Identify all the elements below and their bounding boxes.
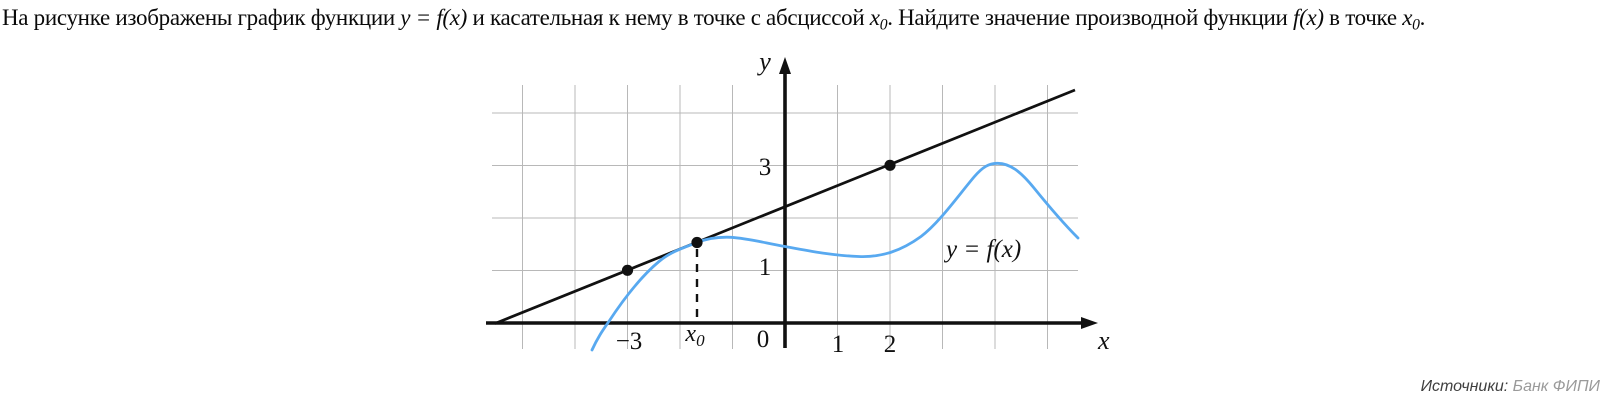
point-2-3 xyxy=(884,159,896,171)
source-attribution: Источники: Банк ФИПИ xyxy=(1421,378,1600,396)
x-tick-1: 1 xyxy=(832,331,845,358)
title-text-5: . xyxy=(1419,5,1426,30)
title-text-3: . Найдите значение производной функции xyxy=(887,5,1294,30)
function-curve xyxy=(590,161,1080,352)
x0-tick-label: x0 xyxy=(684,321,705,350)
source-link[interactable]: Банк ФИПИ xyxy=(1512,378,1600,395)
origin-label: 0 xyxy=(757,326,770,353)
tangent-point xyxy=(691,236,703,249)
title-text-4: в точке xyxy=(1323,5,1403,30)
y-axis-label: y xyxy=(756,47,771,76)
title-math-x0-x: x xyxy=(869,5,880,30)
function-graph-svg: y x 0 1 2 −3 3 1 x0 y = f(x) xyxy=(486,47,1110,358)
x-tick-2: 2 xyxy=(884,331,897,358)
x-tick-minus3: −3 xyxy=(616,328,643,355)
function-graph-figure: y x 0 1 2 −3 3 1 x0 y = f(x) xyxy=(455,45,1125,360)
y-tick-1: 1 xyxy=(759,254,772,281)
curve-label: y = f(x) xyxy=(943,236,1021,263)
point-minus3-1 xyxy=(621,264,634,276)
title-math-x0b-sub: 0 xyxy=(1412,16,1420,34)
x-axis-label: x xyxy=(1097,326,1110,355)
title-math-x0-sub: 0 xyxy=(879,16,888,34)
y-tick-3: 3 xyxy=(759,154,772,181)
tangent-line xyxy=(494,88,1076,325)
axes xyxy=(486,70,1087,348)
source-prefix: Источники: xyxy=(1420,378,1513,395)
y-axis-arrow-icon xyxy=(779,57,791,74)
title-math-fx: f(x) xyxy=(1293,5,1324,30)
x-axis-arrow-icon xyxy=(1081,317,1098,329)
title-text-2: и касательная к нему в точке с абсциссой xyxy=(467,5,870,30)
title-math-x0b-x: x xyxy=(1402,5,1413,30)
title-text-1: На рисунке изображены график функции xyxy=(2,5,401,30)
problem-statement: На рисунке изображены график функции y =… xyxy=(2,5,1601,34)
title-math-yfx: y = f(x) xyxy=(400,5,468,30)
